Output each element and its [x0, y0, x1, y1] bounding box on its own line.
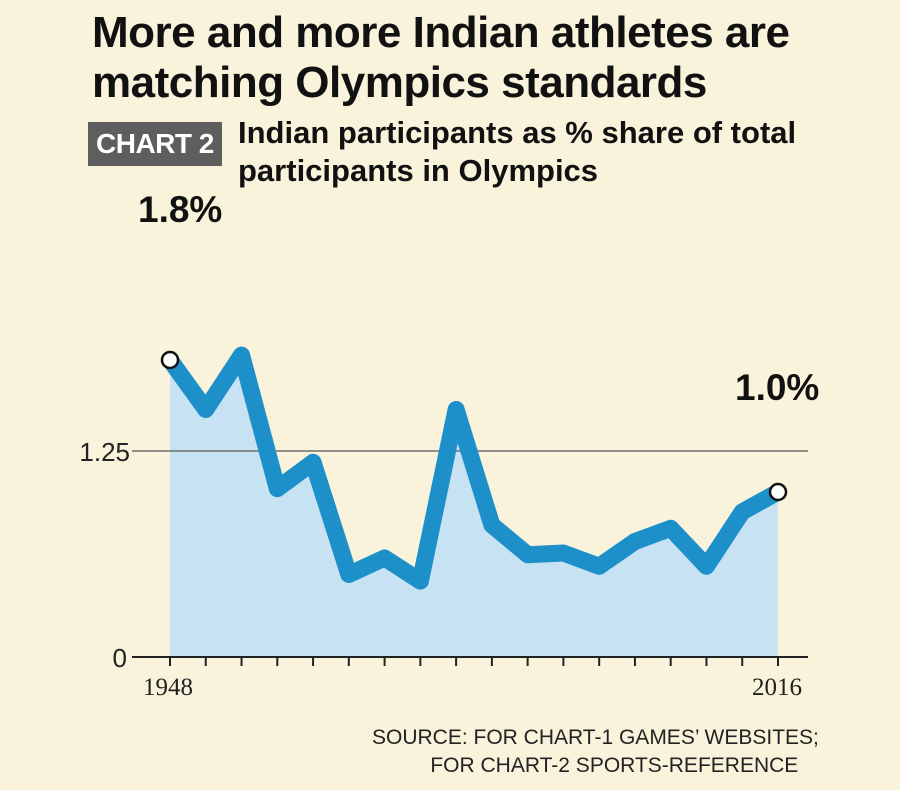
- x-tick-label-start: 1948: [143, 674, 193, 701]
- annotation-end: 1.0%: [735, 367, 819, 408]
- chart-title: Indian participants as % share of total …: [238, 115, 797, 188]
- headline: More and more Indian athletes are matchi…: [92, 8, 790, 107]
- marker-end: [768, 482, 788, 502]
- area-fill: [170, 355, 778, 657]
- y-tick-label-1-25: 1.25: [79, 437, 130, 467]
- source-note: SOURCE: FOR CHART-1 GAMES’ WEBSITES; FOR…: [372, 724, 872, 780]
- chart-badge: CHART 2: [88, 122, 222, 166]
- source-line-1: SOURCE: FOR CHART-1 GAMES’ WEBSITES;: [372, 726, 819, 749]
- x-tick-label-end: 2016: [752, 674, 802, 701]
- series-line: [161, 346, 787, 590]
- marker-start: [160, 350, 180, 370]
- source-line-2: FOR CHART-2 SPORTS-REFERENCE: [372, 754, 799, 777]
- y-tick-label-0: 0: [113, 643, 127, 673]
- annotation-start: 1.8%: [138, 189, 222, 230]
